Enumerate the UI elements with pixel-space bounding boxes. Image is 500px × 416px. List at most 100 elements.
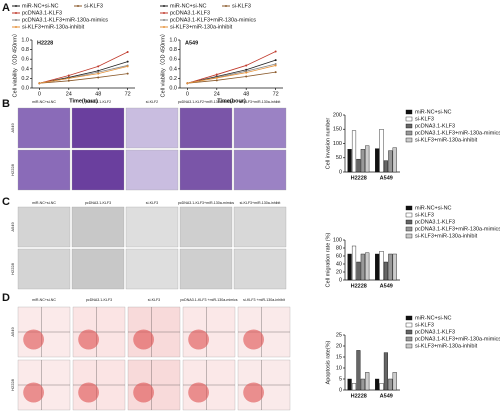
legend-swatch: [405, 329, 413, 335]
x-tick-label: 24: [214, 91, 220, 97]
bar: [360, 253, 365, 281]
panel-label: B: [2, 98, 10, 110]
image-label: si-KLF3: [148, 298, 160, 302]
y-tick-label: 100: [333, 237, 342, 243]
row-label: A549: [10, 222, 15, 232]
bar: [379, 383, 384, 391]
legend-label: si-KLF3+miR-130a-inhibit: [415, 233, 478, 239]
image-label: pcDNA3.1-KLF3 +miR-130a-mimics: [180, 298, 237, 302]
bar: [347, 378, 352, 391]
legend-label: si-KLF3+miR-130a-inhibit: [170, 24, 233, 30]
cell-cloud: [78, 382, 99, 403]
bar: [375, 148, 380, 173]
legend-swatch: [163, 26, 165, 28]
cell-cloud: [23, 329, 44, 350]
bar: [360, 378, 365, 391]
legend-swatch: [405, 212, 413, 218]
y-tick-label: 0: [339, 387, 342, 393]
point: [97, 69, 100, 72]
point: [186, 82, 189, 85]
panel-label: D: [2, 292, 10, 304]
image-label: si-KLF3: [146, 201, 158, 205]
micrograph: [233, 107, 287, 149]
legend-label: miR-NC+si-NC: [415, 205, 452, 211]
cell-cloud: [243, 329, 264, 350]
row-label: A549: [10, 123, 15, 133]
point: [274, 63, 277, 65]
series-line: [187, 51, 276, 84]
micrograph: [179, 149, 233, 191]
point: [67, 79, 70, 82]
chart-title: A549: [185, 40, 198, 46]
bar: [365, 145, 370, 173]
cell-cloud: [133, 382, 155, 403]
image-label: si-KLF3 +miR-130a-inhibit: [243, 298, 285, 302]
bar: [351, 245, 357, 281]
point: [245, 70, 248, 73]
x-tick-label: A549: [380, 393, 393, 399]
micrograph: [71, 107, 125, 149]
y-tick-label: 0.4: [21, 66, 29, 72]
image-label: pcDNA3.1-KLF3: [85, 201, 111, 205]
micrograph: [233, 206, 287, 248]
image-label: miR-NC+si-NC: [32, 298, 56, 302]
legend-label: pcDNA3.1-KLF3: [170, 10, 210, 16]
point: [126, 65, 129, 68]
legend-swatch: [405, 123, 413, 129]
point: [126, 60, 129, 63]
legend-label: pcDNA3.1-KLF3+miR-130a-mimics: [415, 336, 500, 342]
legend-label: miR-NC+si-NC: [415, 109, 452, 115]
legend-label: pcDNA3.1-KLF3+miR-130a-mimics: [170, 17, 256, 23]
legend-label: pcDNA3.1-KLF3+miR-130a-mimics: [415, 226, 500, 232]
series-line: [39, 51, 128, 84]
y-axis-title: Cell invasion number: [325, 118, 331, 170]
bar: [383, 352, 388, 391]
bar: [392, 147, 397, 173]
x-tick-label: 0: [186, 91, 189, 97]
legend-label: si-KLF3: [84, 3, 103, 9]
x-tick-label: 72: [125, 91, 131, 97]
bar: [351, 383, 357, 391]
row-label: A549: [10, 327, 15, 337]
image-label: pcDNA3.1-KLF3: [86, 298, 112, 302]
legend-label: pcDNA3.1-KLF3: [22, 10, 62, 16]
series-line: [39, 66, 128, 84]
legend-swatch: [405, 233, 413, 239]
legend-label: si-KLF3: [415, 212, 434, 218]
bar: [375, 378, 380, 391]
y-tick-label: 1.0: [169, 37, 177, 43]
legend-label: pcDNA3.1-KLF3+miR-130a-mimics: [22, 17, 108, 23]
x-tick-label: H2228: [351, 283, 367, 289]
micrograph: [125, 206, 179, 248]
bar: [347, 148, 352, 173]
legend-swatch: [405, 336, 413, 342]
legend-swatch: [405, 137, 413, 143]
series-line: [39, 61, 128, 84]
point: [215, 79, 218, 82]
cell-cloud: [23, 382, 44, 403]
bar: [379, 250, 384, 281]
y-tick-label: 0.8: [169, 47, 177, 53]
bar: [383, 261, 388, 281]
y-tick-label: 20: [336, 269, 342, 275]
cell-cloud: [78, 329, 99, 350]
bar: [388, 150, 393, 173]
y-tick-label: 0: [339, 277, 342, 283]
bar: [347, 253, 352, 281]
micrograph: [17, 107, 71, 149]
point: [97, 65, 100, 68]
bar: [356, 261, 361, 281]
y-tick-label: 0: [339, 169, 342, 175]
point: [274, 50, 277, 53]
series-line: [187, 63, 276, 84]
legend-swatch: [405, 205, 413, 211]
point: [38, 82, 41, 85]
bar: [383, 160, 388, 173]
y-tick-label: 0.2: [21, 76, 29, 82]
y-tick-label: 60: [336, 253, 342, 259]
legend-label: miR-NC+si-NC: [170, 3, 207, 9]
legend-label: si-KLF3: [232, 3, 251, 9]
legend-swatch: [163, 19, 165, 21]
y-tick-label: 0.4: [169, 66, 177, 72]
legend-label: pcDNA3.1-KLF3: [415, 329, 455, 335]
